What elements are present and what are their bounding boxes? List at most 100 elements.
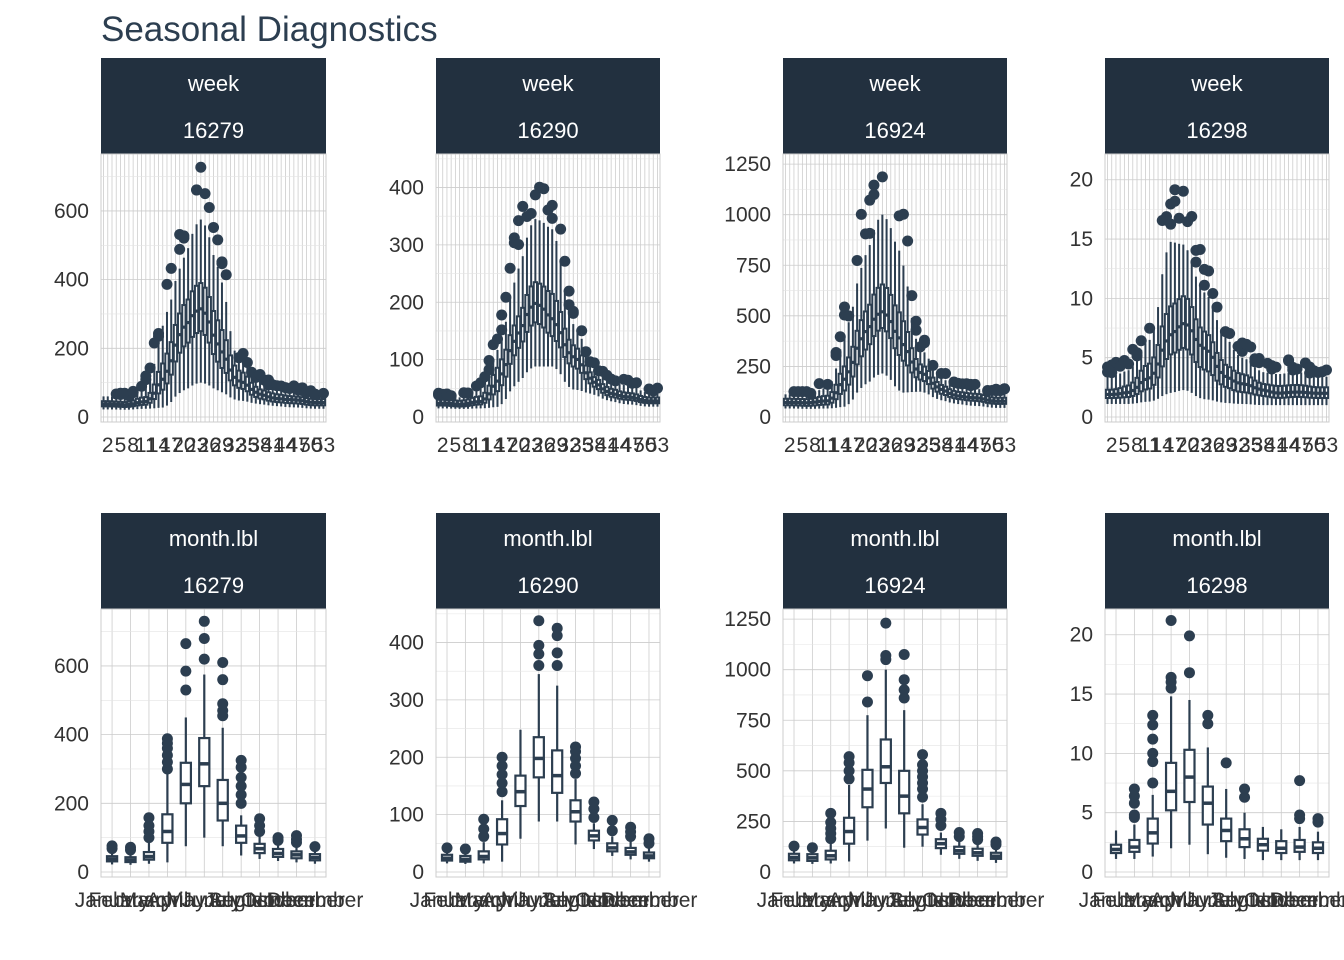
outlier-point: [567, 305, 579, 317]
x-tick-label: December: [266, 889, 363, 912]
month-box: [1109, 830, 1123, 859]
box-iqr: [1146, 817, 1159, 845]
box-iqr: [545, 289, 551, 334]
facet-panel-month-lbl-16279: month.lbl 16279 0 200 400 600 JanuaryFebruaryM…: [54, 513, 363, 912]
month-box: [606, 814, 619, 856]
outlier-point: [1135, 335, 1147, 347]
outlier-point: [199, 188, 211, 200]
outlier-point: [876, 171, 888, 183]
outlier-point: [143, 812, 155, 824]
month-box: [953, 827, 966, 859]
x-tick-label: October: [922, 889, 997, 912]
outlier-point: [898, 692, 910, 704]
month-box: [971, 828, 984, 861]
outlier-point: [441, 842, 453, 854]
boxplot-marks: [105, 615, 322, 865]
outlier-point: [517, 200, 529, 212]
outlier-point: [525, 207, 537, 219]
month-box: [161, 733, 174, 863]
month-box: [587, 796, 601, 850]
x-tick-label: July: [204, 889, 242, 912]
month-box: [271, 832, 285, 862]
outlier-point: [861, 696, 873, 708]
outlier-point: [533, 639, 545, 651]
week-box: [227, 331, 234, 398]
outlier-point: [788, 840, 800, 852]
outlier-point: [1312, 813, 1324, 825]
week-box: [1218, 329, 1224, 403]
week-box: [883, 219, 890, 376]
week-box: [1173, 212, 1185, 391]
week-box: [830, 347, 842, 408]
box-iqr: [172, 323, 179, 363]
x-tick-label: 17: [841, 434, 864, 457]
month-box: [569, 741, 582, 845]
facet-strip: [1105, 58, 1329, 154]
week-box: [1320, 364, 1332, 406]
outlier-point: [902, 235, 914, 247]
week-box: [1253, 353, 1265, 406]
month-box: [514, 729, 527, 839]
y-tick-label: 10: [1070, 287, 1093, 310]
outlier-point: [1165, 614, 1177, 626]
outlier-point: [161, 733, 173, 745]
week-box: [309, 388, 321, 409]
outlier-point: [217, 698, 229, 710]
x-tick-label: November: [1251, 889, 1344, 912]
outlier-point: [813, 378, 825, 390]
box-iqr: [1205, 334, 1212, 373]
x-tick-label: October: [1244, 889, 1319, 912]
outlier-point: [843, 765, 855, 777]
outlier-point: [220, 269, 232, 281]
x-tick-label: 32: [1226, 434, 1249, 457]
outlier-point: [998, 383, 1010, 395]
month-box: [1146, 709, 1159, 857]
y-tick-label: 400: [54, 269, 89, 292]
x-tick-label: 17: [160, 434, 183, 457]
outlier-point: [1253, 357, 1265, 369]
box-iqr: [206, 296, 212, 344]
week-box: [868, 179, 880, 378]
y-tick-label: 200: [54, 337, 89, 360]
outlier-point: [1183, 667, 1195, 679]
month-box: [806, 842, 819, 864]
x-tick-label: 41: [942, 434, 965, 457]
outlier-point: [198, 632, 210, 644]
outlier-point: [143, 820, 155, 832]
x-tick-label: February: [88, 889, 173, 912]
outlier-point: [1128, 809, 1140, 821]
facet-panel-month-lbl-16298: month.lbl 16298 0 5 10 15 20 JanuaryFebruaryMar…: [1070, 513, 1344, 912]
facet-strip-label-col: 16298: [1186, 573, 1247, 598]
outlier-point: [551, 659, 563, 671]
panel-border: [435, 608, 661, 878]
box-iqr: [896, 311, 902, 356]
x-tick-label: 5: [797, 434, 809, 457]
x-tick-label: 32: [223, 434, 246, 457]
x-tick-label: April: [1150, 889, 1192, 912]
x-tick-label: 35: [1239, 434, 1262, 457]
y-tick-label: 100: [389, 804, 424, 827]
x-tick-label: 5: [1119, 434, 1131, 457]
x-tick-label: May: [166, 889, 206, 912]
week-box: [178, 230, 190, 391]
x-tick-label: April: [146, 889, 188, 912]
box-iqr: [168, 341, 174, 376]
month-box: [934, 807, 948, 855]
week-box: [1277, 374, 1283, 406]
outlier-point: [822, 378, 834, 390]
outlier-point: [630, 377, 642, 389]
x-tick-label: 20: [854, 434, 877, 457]
x-tick-label: December: [1270, 889, 1344, 912]
facet-strip-label-row: month.lbl: [169, 526, 258, 551]
outlier-point: [609, 375, 621, 387]
x-tick-label: 53: [993, 434, 1016, 457]
outlier-point: [1202, 718, 1214, 730]
month-box: [1256, 826, 1270, 861]
week-box: [850, 306, 856, 400]
outlier-point: [588, 812, 600, 824]
week-box: [998, 383, 1010, 408]
outlier-point: [125, 841, 137, 853]
outlier-point: [1147, 709, 1159, 721]
outlier-point: [290, 830, 302, 842]
